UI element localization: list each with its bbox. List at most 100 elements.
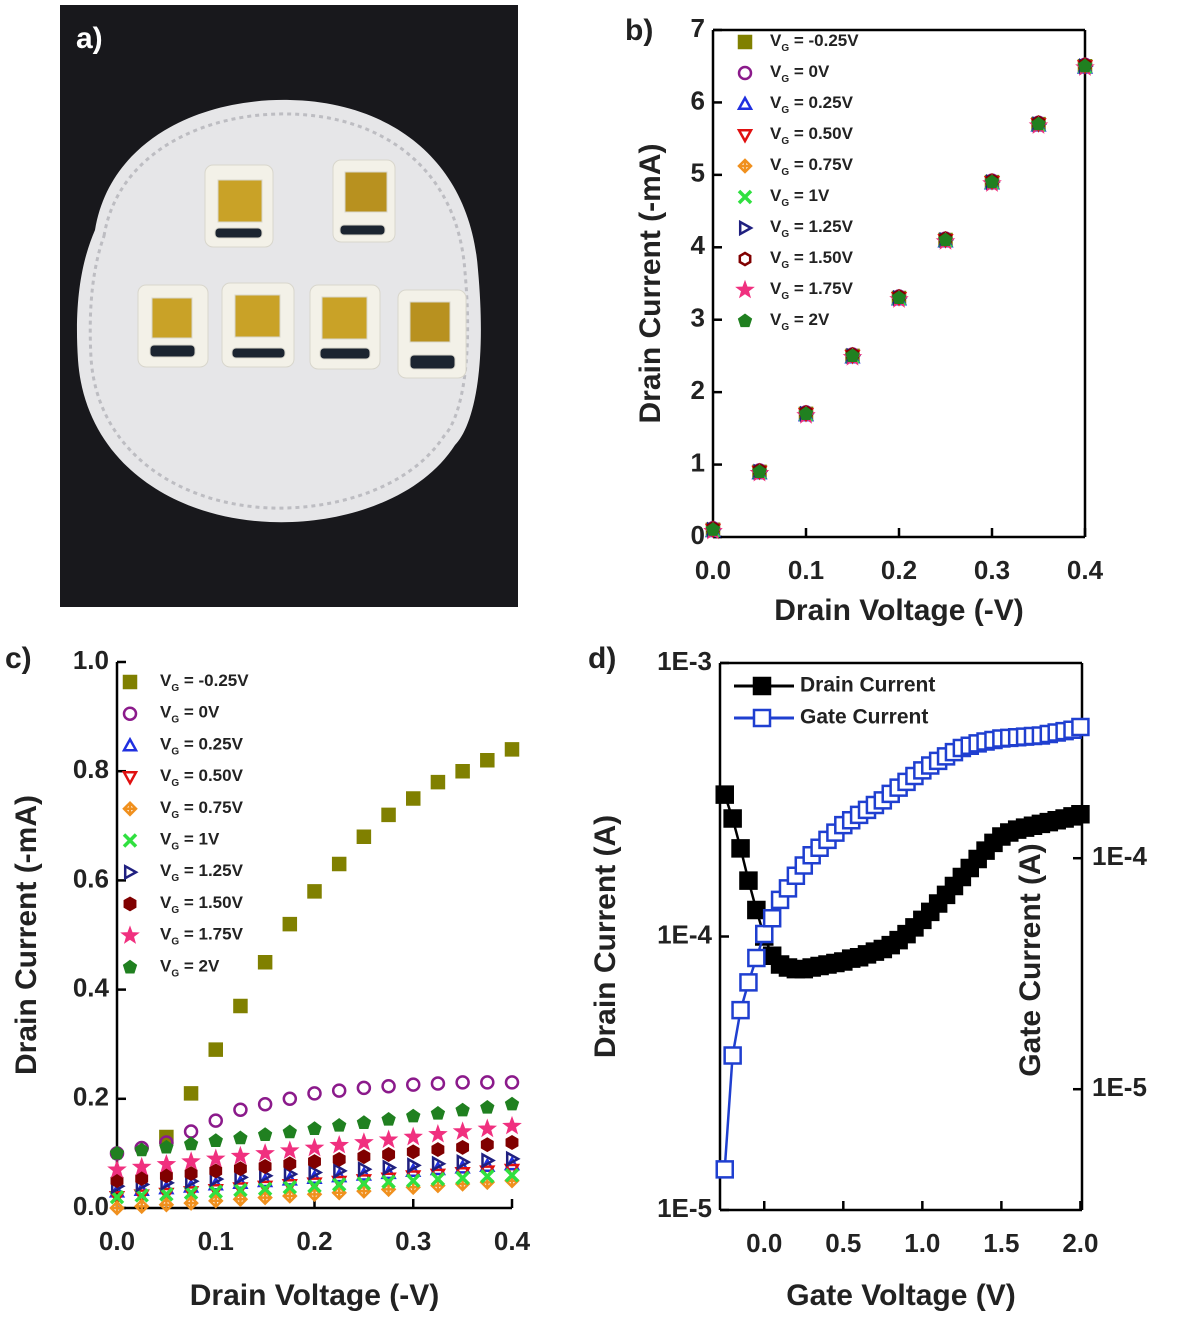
legend-label: VG = 1V xyxy=(770,186,830,208)
data-point xyxy=(359,1151,369,1163)
data-point xyxy=(1072,719,1088,735)
data-point xyxy=(259,1147,272,1159)
data-point xyxy=(383,809,395,821)
legend-marker xyxy=(740,222,751,234)
data-point xyxy=(482,1102,493,1113)
legend-label: VG = 0.75V xyxy=(770,155,854,177)
panel-label: d) xyxy=(588,642,616,675)
data-point xyxy=(717,1161,733,1177)
legend-marker xyxy=(124,739,136,750)
data-point xyxy=(235,1163,245,1175)
data-point xyxy=(481,754,493,766)
y-axis-title: Drain Current (A) xyxy=(589,815,622,1058)
data-point xyxy=(940,234,951,245)
data-point xyxy=(383,1149,393,1161)
data-point xyxy=(136,1144,147,1155)
x-tick-label: 0.3 xyxy=(395,1226,431,1256)
legend-marker xyxy=(124,835,136,847)
x-tick-label: 0.0 xyxy=(99,1226,135,1256)
legend-label: VG = -0.25V xyxy=(770,31,859,53)
y-tick-label: 1E-4 xyxy=(657,919,712,949)
data-point xyxy=(482,1139,492,1151)
gold-electrode xyxy=(322,297,367,339)
legend-label: VG = 1.25V xyxy=(770,217,854,239)
legend-marker xyxy=(739,160,751,172)
channel xyxy=(232,348,285,358)
data-point xyxy=(432,1078,444,1090)
data-point xyxy=(725,1047,741,1063)
data-point xyxy=(234,1150,247,1162)
data-point xyxy=(284,1126,295,1137)
data-point xyxy=(111,1202,123,1214)
data-point xyxy=(333,1085,345,1097)
x-tick-label: 0.3 xyxy=(974,555,1010,585)
x-tick-label: 0.2 xyxy=(881,555,917,585)
data-point xyxy=(160,1158,173,1170)
gold-electrode xyxy=(345,172,387,212)
data-point xyxy=(333,858,345,870)
data-point xyxy=(185,1155,198,1167)
legend-label: VG = 1.25V xyxy=(160,862,244,884)
data-point xyxy=(432,776,444,788)
data-point xyxy=(284,1093,296,1105)
data-point xyxy=(506,1098,517,1109)
legend-marker xyxy=(124,961,135,972)
legend-marker xyxy=(739,98,751,109)
data-point xyxy=(717,787,733,803)
x-tick-label: 0.4 xyxy=(494,1226,531,1256)
data-point xyxy=(137,1173,147,1185)
panel-label: a) xyxy=(76,22,103,55)
data-point xyxy=(111,1163,124,1175)
data-point xyxy=(407,1079,419,1091)
data-point xyxy=(161,1170,171,1182)
legend-label: VG = 1.75V xyxy=(770,279,854,301)
channel xyxy=(150,345,195,357)
data-point xyxy=(507,1137,517,1149)
data-point xyxy=(259,956,271,968)
data-point xyxy=(408,1146,418,1158)
y-axis-title: Drain Current (-mA) xyxy=(10,795,43,1075)
data-point xyxy=(457,765,469,777)
data-point xyxy=(358,1082,370,1094)
y-tick-label: 0.8 xyxy=(73,754,109,784)
data-point xyxy=(234,1000,246,1012)
panel-label: c) xyxy=(5,642,32,675)
data-point xyxy=(847,350,858,361)
legend-marker xyxy=(739,191,751,203)
gold-electrode xyxy=(152,298,192,338)
y-tick-label: 4 xyxy=(691,230,706,260)
data-point xyxy=(740,873,756,889)
data-point xyxy=(186,1168,196,1180)
data-point xyxy=(408,1110,420,1121)
data-point xyxy=(506,1076,518,1088)
legend-marker xyxy=(124,676,136,688)
data-point xyxy=(210,1115,222,1127)
legend-marker xyxy=(739,283,752,295)
data-point xyxy=(748,950,764,966)
data-point xyxy=(210,1044,222,1056)
y2-tick-label: 1E-4 xyxy=(1092,841,1147,871)
data-point xyxy=(457,1076,469,1088)
data-point xyxy=(284,1144,297,1156)
legend-label: VG = -0.25V xyxy=(160,671,249,693)
data-point xyxy=(432,1128,445,1140)
legend-marker xyxy=(740,253,750,265)
data-point xyxy=(433,1144,443,1156)
data-point xyxy=(211,1165,221,1177)
data-point xyxy=(382,1133,395,1145)
y-axis-title: Drain Current (-mA) xyxy=(634,143,667,423)
legend-label: VG = 0.25V xyxy=(770,93,854,115)
legend-marker xyxy=(739,130,751,141)
channel xyxy=(410,355,455,369)
channel xyxy=(215,228,262,238)
data-point xyxy=(893,292,904,303)
panel-label: b) xyxy=(625,14,653,47)
x-axis-title: Drain Voltage (-V) xyxy=(190,1279,439,1312)
y-tick-label: 7 xyxy=(691,13,705,43)
data-point xyxy=(986,176,997,187)
legend-label: VG = 0.50V xyxy=(160,767,244,789)
data-point xyxy=(432,1108,443,1119)
y-tick-label: 0.2 xyxy=(73,1082,109,1112)
legend-label: VG = 2V xyxy=(770,310,830,332)
